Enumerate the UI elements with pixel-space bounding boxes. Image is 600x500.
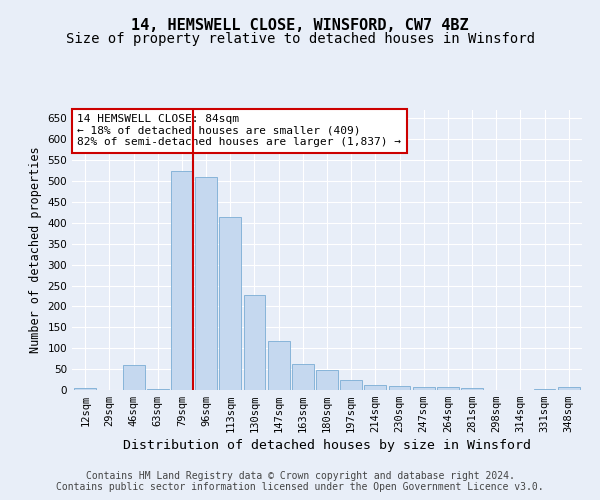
Bar xyxy=(292,364,314,390)
Text: 14, HEMSWELL CLOSE, WINSFORD, CW7 4BZ: 14, HEMSWELL CLOSE, WINSFORD, CW7 4BZ xyxy=(131,18,469,32)
Bar xyxy=(316,370,338,390)
Bar xyxy=(437,387,459,390)
Bar xyxy=(171,172,193,390)
Bar xyxy=(364,384,386,390)
Bar xyxy=(123,365,145,390)
Bar xyxy=(195,177,217,390)
Text: 14 HEMSWELL CLOSE: 84sqm
← 18% of detached houses are smaller (409)
82% of semi-: 14 HEMSWELL CLOSE: 84sqm ← 18% of detach… xyxy=(77,114,401,148)
Text: Contains HM Land Registry data © Crown copyright and database right 2024.: Contains HM Land Registry data © Crown c… xyxy=(86,471,514,481)
Text: Contains public sector information licensed under the Open Government Licence v3: Contains public sector information licen… xyxy=(56,482,544,492)
Bar xyxy=(461,388,483,390)
Bar xyxy=(147,388,169,390)
Text: Size of property relative to detached houses in Winsford: Size of property relative to detached ho… xyxy=(65,32,535,46)
Bar xyxy=(389,386,410,390)
Bar xyxy=(268,341,290,390)
Y-axis label: Number of detached properties: Number of detached properties xyxy=(29,146,42,354)
Bar xyxy=(413,386,434,390)
Bar xyxy=(220,216,241,390)
Bar xyxy=(533,388,556,390)
X-axis label: Distribution of detached houses by size in Winsford: Distribution of detached houses by size … xyxy=(123,440,531,452)
Bar xyxy=(558,387,580,390)
Bar xyxy=(340,380,362,390)
Bar xyxy=(244,294,265,390)
Bar xyxy=(74,388,96,390)
